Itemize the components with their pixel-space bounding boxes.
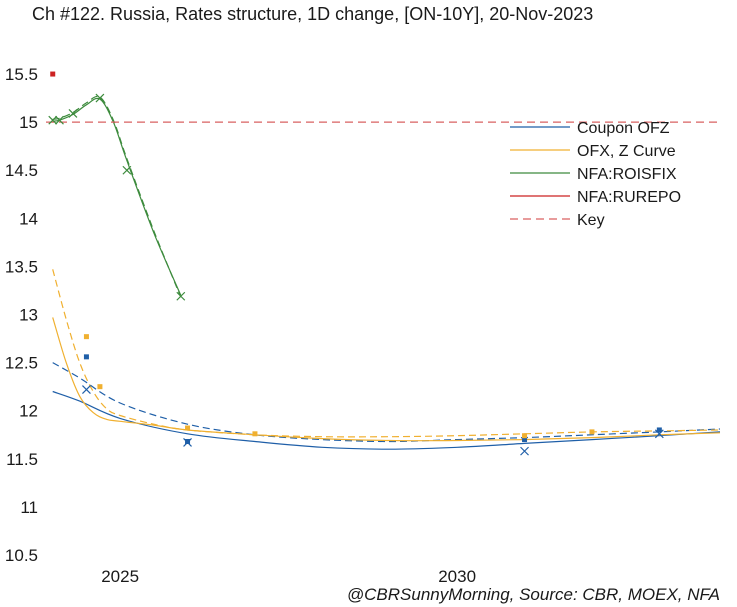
point-nfa-rurepo [50, 71, 56, 77]
y-tick-label: 13.5 [5, 257, 38, 276]
legend-label-key: Key [577, 212, 605, 229]
y-tick-label: 15 [19, 113, 38, 132]
point-x-nfa-roisfix [48, 115, 58, 125]
source-note: @CBRSunnyMorning, Source: CBR, MOEX, NFA [347, 585, 720, 604]
y-tick-label: 10.5 [5, 546, 38, 565]
point-x-coupon-ofz [654, 429, 664, 439]
x-tick-label: 2025 [101, 567, 139, 586]
point-x-nfa-roisfix [95, 93, 105, 103]
point-x-nfa-roisfix [176, 291, 186, 301]
y-tick-label: 14 [19, 209, 38, 228]
point-x-nfa-roisfix [55, 115, 64, 125]
x-tick-label: 2030 [438, 567, 476, 586]
chart-title: Ch #122. Russia, Rates structure, 1D cha… [32, 4, 593, 24]
point-ofx-z-curve [589, 429, 595, 435]
series-line-ofx-z-curve-dashed [52, 269, 721, 438]
series-line-coupon-ofz [52, 390, 721, 450]
y-tick-label: 11 [20, 498, 38, 517]
series-line-nfa-roisfix [52, 97, 182, 296]
legend-label-nfa-roisfix: NFA:ROISFIX [577, 166, 677, 183]
point-x-coupon-ofz [520, 446, 529, 456]
point-ofx-z-curve [522, 433, 528, 439]
legend: Coupon OFZ OFX, Z Curve NFA:ROISFIX NFA:RUR… [510, 120, 681, 229]
y-tick-label: 11.5 [6, 450, 38, 469]
y-tick-label: 15.5 [5, 65, 38, 84]
point-x-nfa-roisfix [122, 165, 132, 175]
legend-label-coupon-ofz: Coupon OFZ [577, 120, 670, 137]
x-axis-ticks: 2025 2030 [101, 567, 476, 586]
series-line-nfa-roisfix-dashed [52, 95, 182, 298]
y-tick-label: 13 [19, 306, 38, 325]
point-ofx-z-curve [252, 431, 258, 437]
point-ofx-z-curve [185, 425, 191, 431]
point-x-coupon-ofz [183, 438, 192, 447]
point-ofx-z-curve [83, 334, 89, 340]
point-coupon-ofz [83, 354, 89, 360]
point-ofx-z-curve [97, 384, 103, 390]
point-coupon-ofz [522, 437, 528, 443]
series-line-ofx-z-curve [52, 317, 721, 442]
series-line-coupon-ofz-dashed [52, 362, 721, 443]
legend-label-nfa-rurepo: NFA:RUREPO [577, 189, 681, 206]
y-axis-ticks: 10.5 11 11.5 12 12.5 13 13.5 14 14.5 15 15.5 [5, 65, 38, 565]
point-x-coupon-ofz [82, 385, 91, 394]
legend-label-ofx-z-curve: OFX, Z Curve [577, 143, 676, 160]
point-x-nfa-roisfix [68, 109, 78, 118]
y-tick-label: 14.5 [5, 161, 38, 180]
point-coupon-ofz [185, 438, 191, 444]
y-tick-label: 12.5 [5, 354, 38, 373]
point-coupon-ofz [656, 427, 662, 433]
y-tick-label: 12 [19, 402, 38, 421]
plot-area [46, 71, 721, 456]
